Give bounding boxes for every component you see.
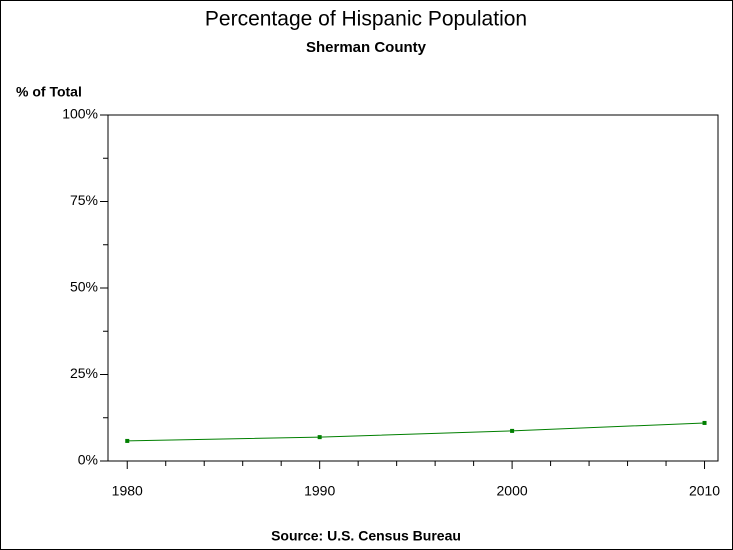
series-line: [127, 422, 705, 442]
chart-subtitle: Sherman County: [306, 39, 427, 56]
x-tick-label: 1990: [304, 483, 335, 499]
chart-title: Percentage of Hispanic Population: [205, 8, 527, 31]
y-tick-label: 100%: [62, 106, 98, 122]
footnote: Source: U.S. Census Bureau: [271, 528, 461, 544]
point: [510, 428, 515, 433]
x-tick-label: 2010: [689, 483, 720, 499]
x-tick-label: 1980: [112, 483, 143, 499]
y-tick-label: 50%: [70, 279, 98, 295]
point: [702, 420, 707, 425]
y-axis-label: % of Total: [16, 84, 82, 100]
y-tick-label: 0%: [78, 452, 98, 468]
x-tick-label: 2000: [497, 483, 528, 499]
point: [317, 435, 322, 440]
y-tick-label: 25%: [70, 365, 98, 381]
y-tick-label: 75%: [70, 192, 98, 208]
point: [125, 438, 130, 443]
